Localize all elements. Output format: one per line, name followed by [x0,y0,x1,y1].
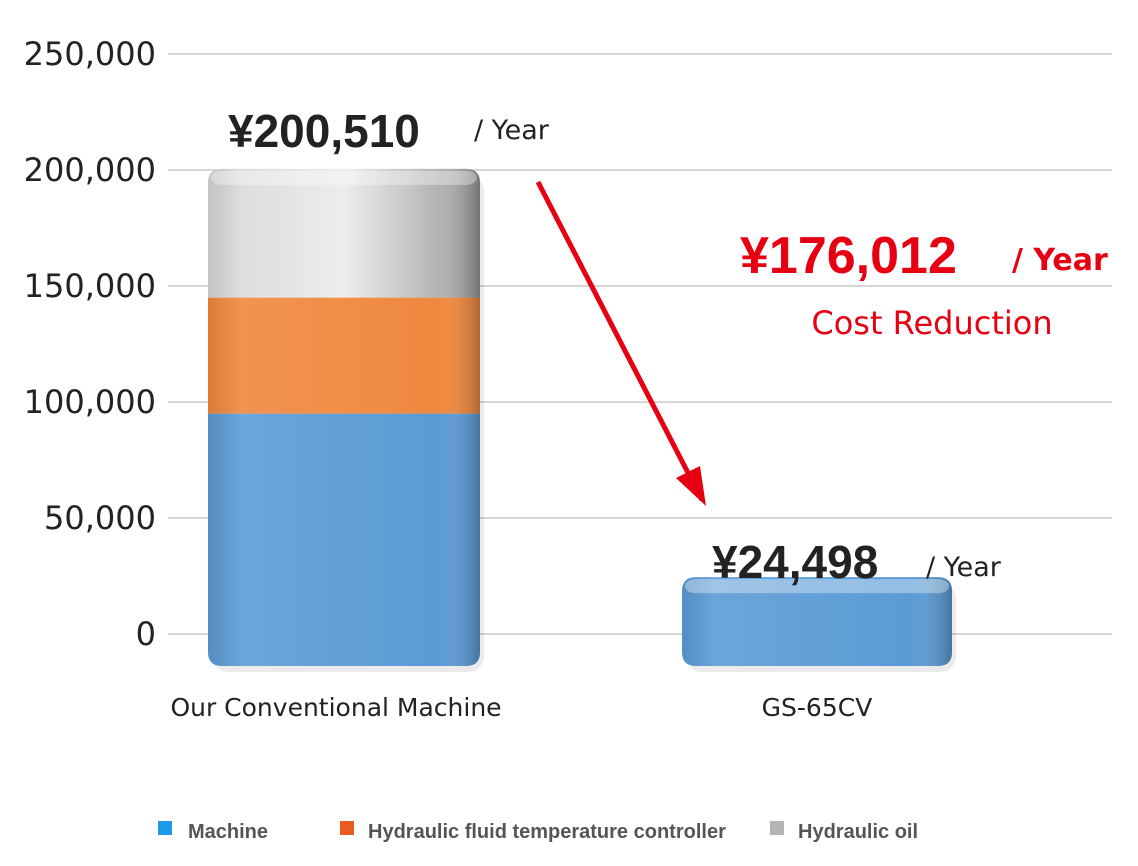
x-category-label: GS-65CV [762,693,873,722]
legend-swatch-oil [770,821,784,835]
y-tick-label: 50,000 [44,499,156,537]
reduction-arrow [535,180,705,502]
reduction-amount: ¥176,012 [740,227,957,285]
bar-top-cap [685,579,949,594]
bar-machine-shading [682,577,952,666]
legend-swatch-controller [340,821,354,835]
y-tick-label: 200,000 [24,151,156,189]
bar-hydraulic-oil-shading [208,168,480,298]
reduction-arrowhead [676,466,706,506]
legend-item-oil: Hydraulic oil [798,821,918,843]
bar-machine-shading [208,413,480,666]
bars: Our Conventional Machine GS-65CV [170,168,956,722]
bar-group: GS-65CV [682,577,956,722]
y-tick-label: 250,000 [24,35,156,73]
bar-total-suffix: / Year [926,552,1002,583]
data-labels: ¥200,510 / Year ¥24,498 / Year [228,105,1002,588]
bar-total-label: ¥24,498 [712,536,878,588]
bar-top-cap [211,170,477,185]
bar-total-label: ¥200,510 [228,105,420,157]
legend-item-machine: Machine [188,821,268,843]
reduction-label: Cost Reduction [811,304,1052,342]
y-tick-label: 0 [136,615,156,653]
y-tick-label: 150,000 [24,267,156,305]
y-axis: 0 50,000 100,000 150,000 200,000 250,000 [24,35,156,653]
reduction-per-year: / Year [1012,243,1108,278]
legend-item-controller: Hydraulic fluid temperature controller [368,821,726,843]
bar-group: Our Conventional Machine [170,168,502,722]
y-tick-label: 100,000 [24,383,156,421]
bar-hydraulic-fluid-temperature-controller-shading [208,297,480,414]
x-category-label: Our Conventional Machine [170,693,501,722]
bar-total-suffix: / Year [474,115,550,146]
legend: Machine Hydraulic fluid temperature cont… [158,821,918,843]
legend-swatch-machine [158,821,172,835]
